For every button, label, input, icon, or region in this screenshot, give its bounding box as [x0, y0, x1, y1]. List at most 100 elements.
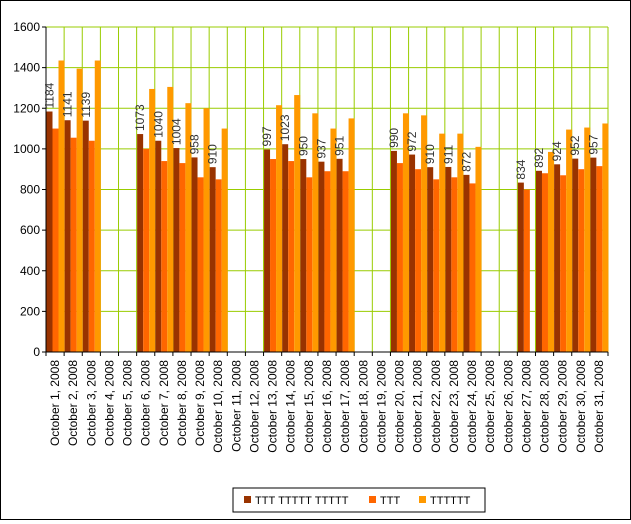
x-tick-label: October 17, 2008 — [338, 360, 352, 453]
legend-swatch — [419, 496, 426, 503]
data-label: 957 — [586, 134, 600, 154]
bar — [185, 103, 192, 352]
bar — [409, 154, 416, 352]
data-label: 910 — [423, 144, 437, 164]
x-tick-label: October 26, 2008 — [501, 360, 515, 453]
y-tick-label: 1600 — [13, 20, 40, 34]
x-tick-label: October 3, 2008 — [84, 360, 98, 446]
bars — [46, 60, 609, 352]
x-tick-label: October 14, 2008 — [284, 360, 298, 453]
data-label: 834 — [514, 159, 528, 179]
x-tick-label: October 1, 2008 — [48, 360, 62, 446]
x-tick-label: October 2, 2008 — [66, 360, 80, 446]
data-label: 872 — [459, 152, 473, 172]
x-tick-label: October 11, 2008 — [229, 360, 243, 452]
bar — [590, 157, 597, 352]
bar — [215, 179, 222, 352]
data-label: 1184 — [43, 82, 57, 108]
bar — [566, 129, 573, 352]
bar — [390, 150, 397, 352]
y-tick-labels: 0 200 400 600 800 1000 1200 1400 1600 — [13, 20, 40, 359]
x-tick-label: October 10, 2008 — [211, 360, 225, 453]
bar — [137, 134, 144, 352]
data-label: 972 — [405, 131, 419, 151]
x-tick-label: October 9, 2008 — [193, 360, 207, 446]
x-tick-label: October 18, 2008 — [356, 360, 370, 453]
bar — [523, 189, 530, 352]
data-label: 937 — [314, 138, 328, 158]
data-label: 1023 — [278, 114, 292, 141]
bar — [276, 105, 283, 352]
data-label: 951 — [333, 135, 347, 155]
x-tick-label: October 30, 2008 — [574, 360, 588, 453]
bar — [572, 158, 579, 352]
bar — [596, 166, 603, 352]
legend-swatch — [244, 496, 251, 503]
x-tick-label: October 23, 2008 — [447, 360, 461, 453]
bar — [94, 60, 101, 352]
bar — [578, 169, 585, 352]
bar — [76, 68, 83, 352]
x-tick-label: October 21, 2008 — [411, 360, 425, 453]
data-label: 1141 — [61, 91, 75, 117]
bar — [336, 158, 343, 352]
data-label: 910 — [206, 144, 220, 164]
axes — [42, 26, 609, 356]
bar — [547, 151, 554, 352]
legend-swatch — [369, 496, 376, 503]
x-tick-label: October 31, 2008 — [592, 360, 606, 453]
legend-label: ТТТ — [380, 495, 400, 507]
data-label: 892 — [532, 147, 546, 167]
x-tick-label: October 15, 2008 — [302, 360, 316, 453]
data-label: 1040 — [151, 111, 165, 138]
legend-label: ТТТТТТ — [430, 495, 471, 507]
bar — [270, 159, 277, 352]
data-label: 1004 — [169, 118, 183, 145]
x-tick-label: October 8, 2008 — [175, 360, 189, 446]
bar — [535, 170, 542, 352]
data-labels: 1184 1141 1139 1073 1040 1004 958 910 997 1023 950… — [43, 82, 601, 179]
x-tick-label: October 6, 2008 — [139, 360, 153, 446]
bar — [469, 183, 476, 352]
data-label: 950 — [296, 136, 310, 156]
bar — [602, 123, 609, 352]
bar — [415, 169, 422, 352]
bar — [554, 164, 561, 352]
bar — [203, 108, 210, 352]
y-tick-label: 1400 — [13, 61, 40, 75]
bar — [149, 88, 156, 352]
bar — [82, 120, 89, 352]
bar — [52, 128, 59, 352]
x-tick-label: October 29, 2008 — [556, 360, 570, 453]
bar — [433, 179, 440, 352]
bar — [306, 177, 313, 352]
y-tick-label: 400 — [20, 264, 40, 278]
y-tick-label: 1200 — [13, 101, 40, 115]
y-tick-label: 600 — [20, 223, 40, 237]
data-label: 1073 — [133, 104, 147, 131]
bar — [584, 127, 591, 352]
data-label: 911 — [441, 144, 455, 163]
legend-label: ТТТ ТТТТТ ТТТТТ — [255, 495, 349, 507]
bar — [427, 167, 434, 352]
legend-box — [232, 487, 486, 513]
bar — [348, 118, 355, 352]
bar — [312, 113, 319, 352]
bar — [421, 115, 428, 352]
legend: ТТТ ТТТТТ ТТТТТ ТТТ ТТТТТТ — [232, 487, 486, 513]
bar — [451, 177, 458, 352]
data-label: 997 — [260, 126, 274, 146]
bar — [475, 146, 482, 352]
bar — [560, 175, 567, 352]
bar — [402, 113, 409, 352]
bar — [396, 163, 403, 352]
bar — [155, 140, 162, 352]
x-tick-label: October 4, 2008 — [102, 360, 116, 446]
bar — [517, 182, 524, 352]
bar — [445, 166, 452, 352]
bar — [46, 111, 53, 352]
data-label: 952 — [568, 135, 582, 155]
bar — [318, 161, 325, 352]
bar — [342, 171, 349, 352]
x-tick-labels: October 1, 2008 October 2, 2008 October 3,… — [48, 360, 606, 453]
